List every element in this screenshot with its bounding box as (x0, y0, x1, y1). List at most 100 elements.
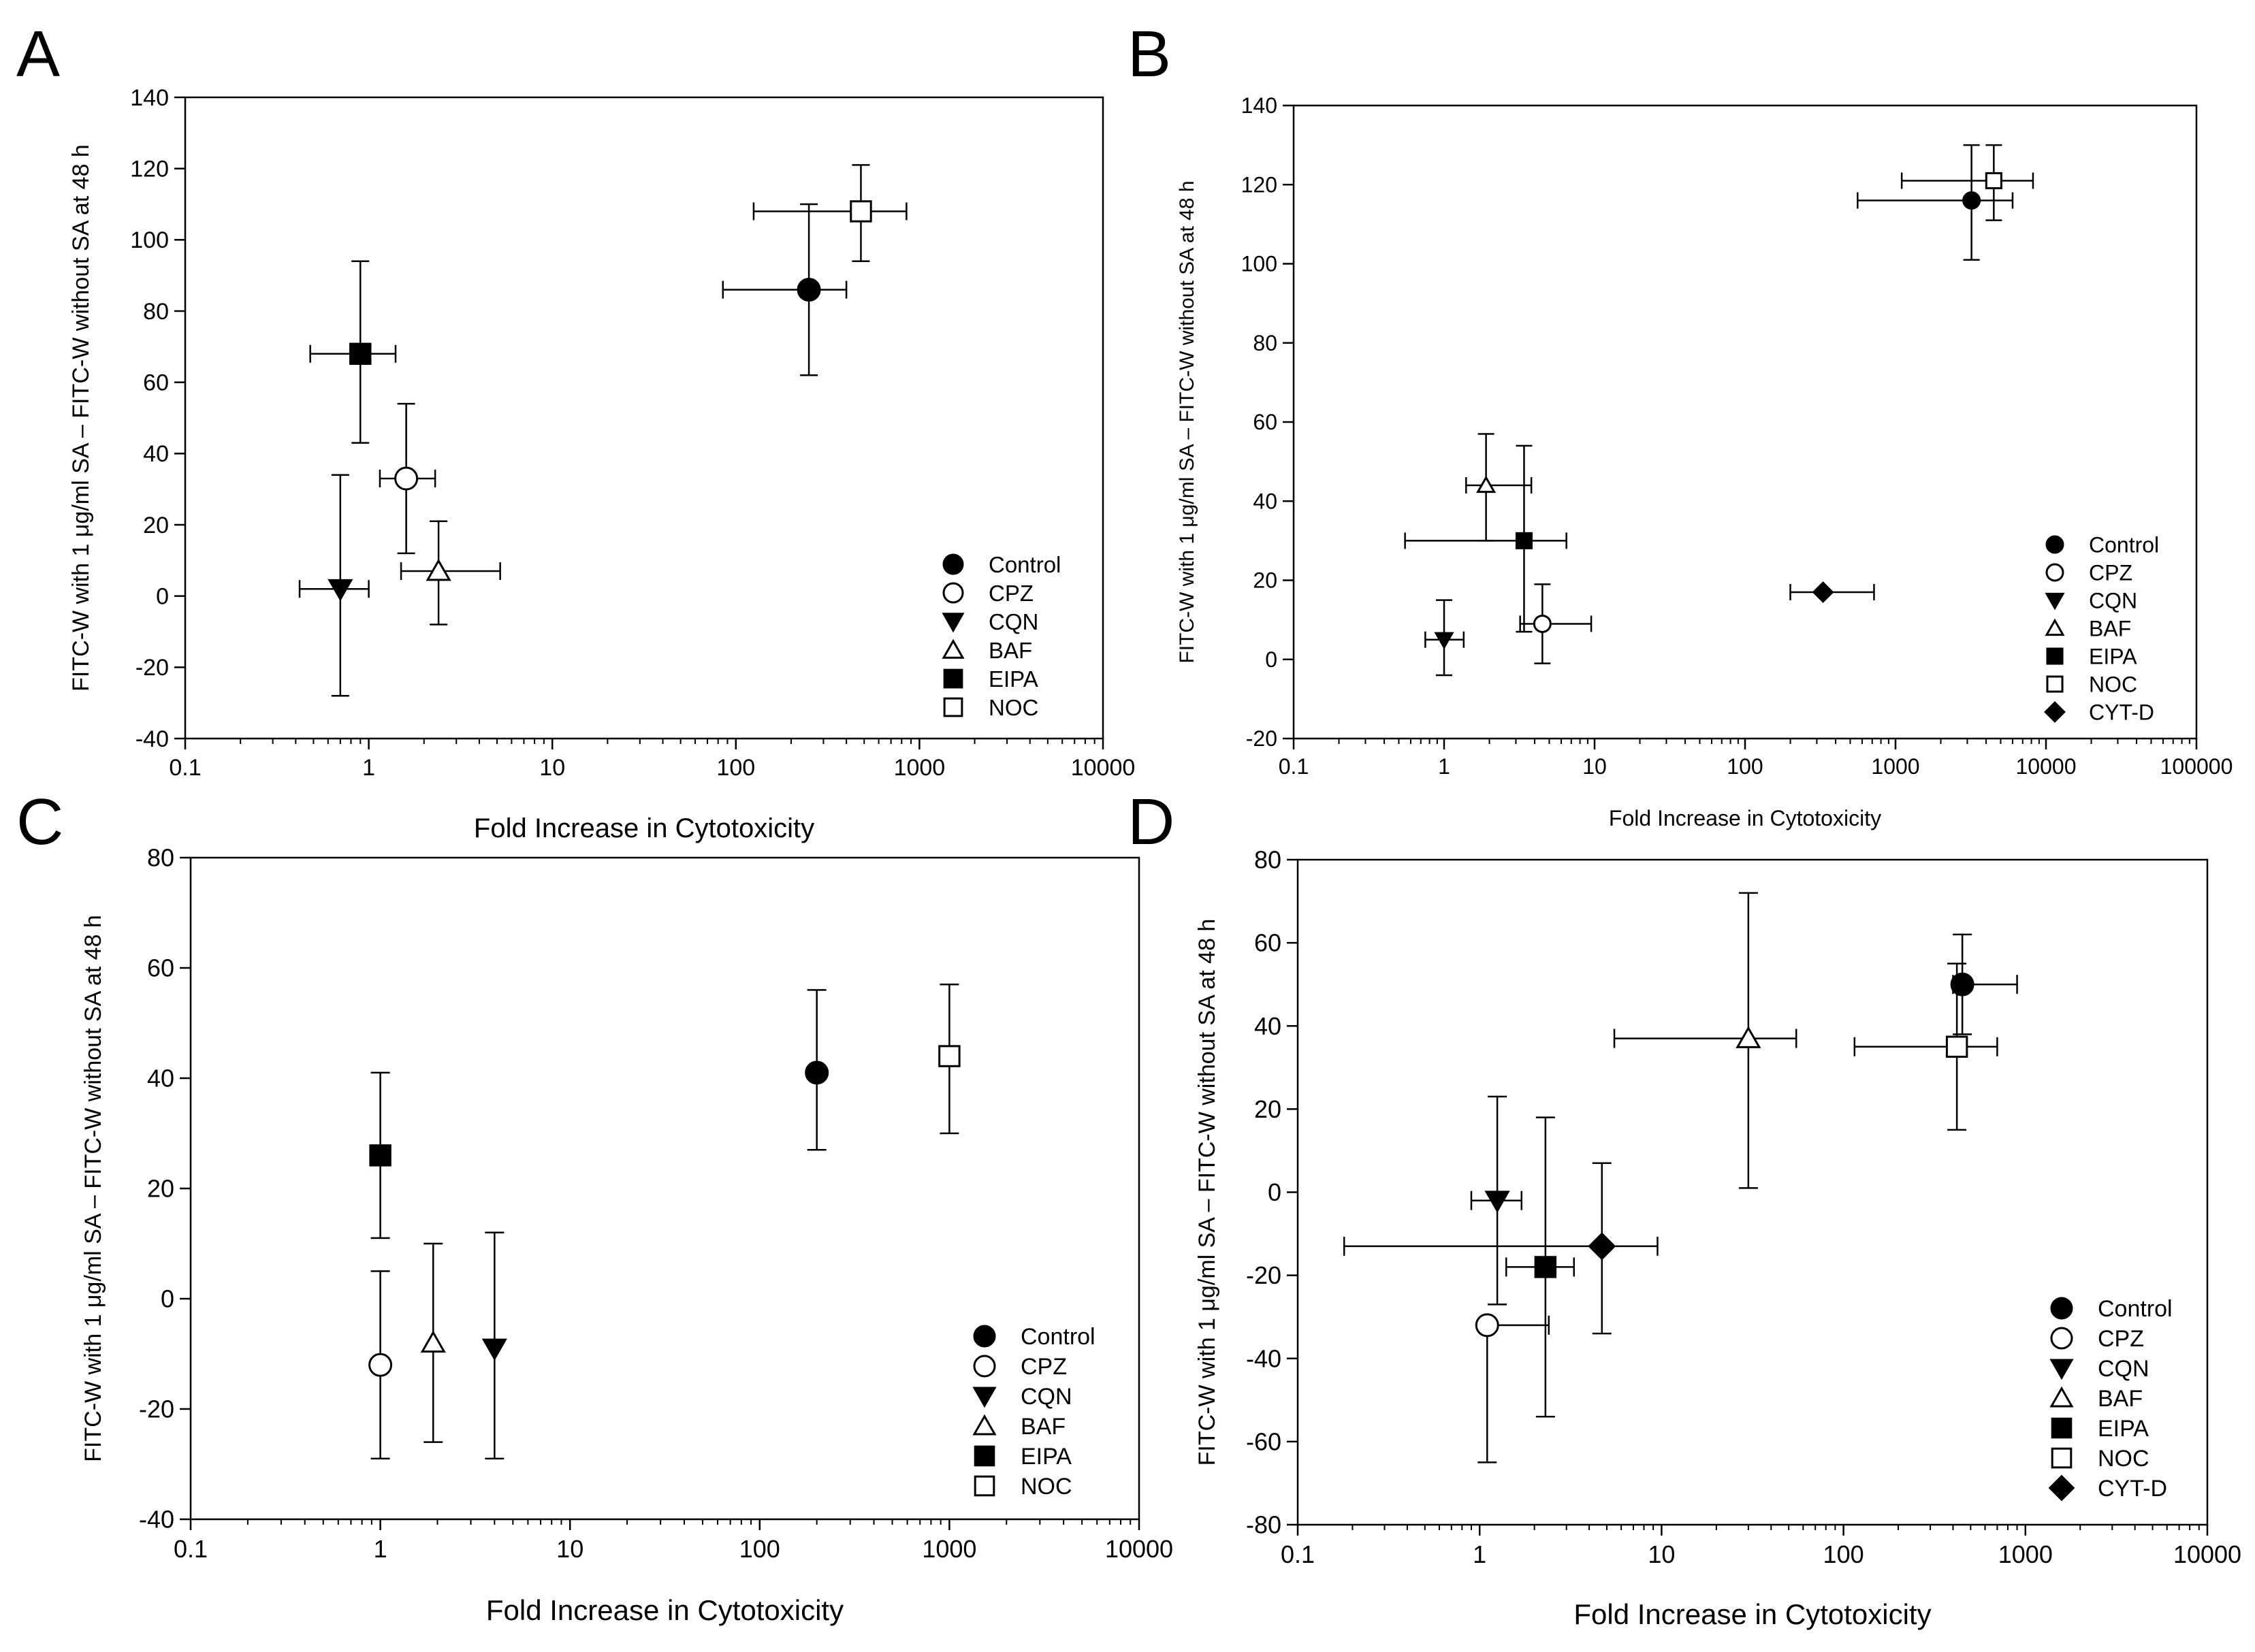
panel-d-legend-marker-noc (2051, 1447, 2073, 1469)
panel-b-y-tick-label: 80 (1253, 331, 1277, 355)
panel-a-noc-marker (850, 200, 872, 223)
panel-d-y-tick-label: -20 (1246, 1261, 1281, 1289)
panel-c-legend-label-eipa: EIPA (1021, 1444, 1072, 1470)
panel-b-noc-point-group (1900, 144, 2034, 221)
panel-b-y-tick-label: 20 (1253, 568, 1277, 593)
panel-b-legend-label-cqn: CQN (2089, 589, 2137, 613)
panel-c-cpz-marker (368, 1353, 393, 1377)
panel-d-y-tick-label: -80 (1246, 1511, 1281, 1539)
panel-d-cqn-point-group (1470, 1095, 1523, 1306)
panel-b-legend: Control CPZ CQN BAF EIPA NOC CYT-D (2044, 533, 2159, 725)
panel-d-cpz-point-group (1475, 1313, 1550, 1463)
panel-b-legend-marker-cyt-d (2044, 701, 2066, 723)
panel-d-legend-marker-cpz (2050, 1327, 2073, 1350)
panel-a-legend-label-cpz: CPZ (989, 581, 1034, 606)
panel-b: B 0.1 1 10 100 1000 10000 100000 -20 0 20 40 60 80 10… (1128, 18, 2233, 830)
panel-a-y-tick-label: -20 (135, 655, 169, 681)
panel-c-legend-label-cpz: CPZ (1021, 1354, 1067, 1380)
panel-a-x-tick-label: 1000 (894, 755, 946, 781)
panel-a-plot-frame (184, 96, 1104, 740)
panel-a-control-point-group (722, 203, 848, 376)
panel-b-x-axis-label: Fold Increase in Cytotoxicity (1609, 806, 1881, 830)
panel-c-cpz-point-group (368, 1270, 393, 1460)
panel-a-y-tick-label: 20 (143, 513, 169, 538)
panel-b-y-tick-label: 100 (1241, 252, 1277, 276)
panel-d-y-tick-label: 0 (1268, 1178, 1281, 1206)
panel-a-legend-marker-cpz (942, 582, 964, 604)
panel-c: C 0.1 1 10 100 1000 10000 -40 -20 0 20 40 60 80 Fold … (16, 785, 1173, 1626)
panel-c-x-tick-label: 1 (374, 1535, 387, 1563)
panel-b-legend-label-cyt-d: CYT-D (2089, 700, 2154, 725)
panel-c-legend-marker-noc (974, 1475, 995, 1497)
panel-c-noc-point-group (938, 984, 961, 1135)
panel-d: D 0.1 1 10 100 1000 10000 -80 -60 -40 -20 0 20 40 60 8… (1128, 785, 2241, 1630)
panel-c-legend-label-cqn: CQN (1021, 1384, 1072, 1410)
panel-b-y-tick-label: 40 (1253, 489, 1277, 513)
panel-b-cpz-marker (1533, 614, 1552, 633)
panel-b-x-tick-label: 100 (1727, 754, 1763, 779)
panel-d-cyt-d-point-group (1343, 1162, 1659, 1335)
panel-a-x-tick-label: 10000 (1071, 755, 1136, 781)
panel-b-legend-marker-cpz (2045, 563, 2064, 582)
panel-d-eipa-point-group (1505, 1116, 1575, 1418)
panel-a-baf-marker (426, 558, 451, 581)
panel-c-y-tick-label: 40 (147, 1065, 174, 1092)
panel-b-cqn-point-group (1424, 599, 1465, 677)
panel-b-baf-marker (1476, 475, 1497, 493)
panel-b-y-tick-label: 120 (1241, 172, 1277, 197)
panel-b-legend-label-control: Control (2089, 533, 2159, 557)
panel-b-eipa-point-group (1404, 444, 1567, 633)
panel-a-y-tick-label: 60 (143, 370, 169, 396)
panel-a: A 0.1 1 10 100 1000 10000 -40 -20 0 20 40 60 80 100 12… (16, 18, 1135, 843)
panel-a-legend-marker-baf (942, 638, 965, 659)
panel-a-cqn-marker (327, 579, 353, 602)
panel-d-cyt-d-marker (1588, 1232, 1616, 1261)
panel-d-y-tick-label: -60 (1246, 1427, 1281, 1455)
panel-d-legend-marker-cyt-d (2048, 1474, 2075, 1502)
panel-a-y-tick-label: 80 (143, 299, 169, 325)
panel-b-x-tick-label: 10 (1582, 754, 1607, 779)
panel-d-eipa-marker (1534, 1256, 1557, 1278)
panel-d-legend-label-control: Control (2098, 1296, 2173, 1322)
panel-a-legend-marker-cqn (942, 613, 965, 633)
panel-d-legend: Control CPZ CQN BAF EIPA NOC CYT-D (2048, 1296, 2173, 1502)
panel-b-x-tick-label: 0.1 (1279, 754, 1309, 779)
panel-b-y-tick-label: -20 (1246, 726, 1277, 751)
panel-b-y-tick-label: 140 (1241, 93, 1277, 118)
panel-c-eipa-marker (369, 1144, 391, 1167)
panel-a-chart: 0.1 1 10 100 1000 10000 -40 -20 0 20 40 60 80 100 120 1… (68, 85, 1135, 843)
panel-d-baf-marker (1736, 1026, 1761, 1048)
panel-a-y-tick-label: -40 (135, 726, 169, 752)
panel-b-chart: 0.1 1 10 100 1000 10000 100000 -20 0 20 40 60 80 100 1… (1176, 93, 2233, 830)
panel-a-y-tick-label: 140 (130, 85, 169, 111)
panel-b-letter: B (1128, 18, 1171, 91)
panel-b-y-axis-label: FITC-W with 1 μg/ml SA – FITC-W without … (1176, 180, 1198, 663)
panel-d-legend-label-noc: NOC (2098, 1446, 2149, 1472)
panel-d-y-tick-label: 20 (1254, 1095, 1281, 1123)
panel-a-control-marker (797, 278, 821, 302)
panel-a-y-axis-label: FITC-W with 1 μg/ml SA – FITC-W without … (68, 144, 94, 692)
panel-d-noc-marker (1945, 1035, 1968, 1058)
panel-c-y-tick-label: 60 (147, 954, 174, 982)
panel-d-y-tick-label: -40 (1246, 1344, 1281, 1372)
panel-a-legend-label-control: Control (989, 552, 1061, 577)
panel-b-y-tick-label: 0 (1265, 647, 1277, 672)
panel-d-x-tick-label: 10 (1648, 1540, 1675, 1568)
panel-a-legend: Control CPZ CQN BAF EIPA NOC (942, 552, 1061, 720)
panel-a-y-tick-label: 40 (143, 441, 169, 467)
panel-b-cyt-d-point-group (1789, 581, 1875, 603)
panel-c-y-tick-label: -20 (139, 1395, 174, 1423)
panel-d-x-tick-label: 1000 (1998, 1540, 2053, 1568)
panel-a-cpz-point-group (379, 402, 436, 555)
panel-a-legend-label-cqn: CQN (989, 609, 1038, 634)
panel-c-control-marker (805, 1060, 829, 1085)
panel-a-x-tick-label: 1 (362, 755, 375, 781)
panel-a-x-tick-label: 10 (539, 755, 565, 781)
panel-c-control-point-group (805, 989, 829, 1151)
panel-b-x-tick-label: 1 (1438, 754, 1450, 779)
panel-b-eipa-marker (1515, 532, 1533, 549)
panel-c-cqn-marker (481, 1338, 507, 1361)
panel-a-y-tick-label: 0 (156, 584, 169, 610)
panel-d-y-tick-label: 60 (1254, 929, 1281, 957)
